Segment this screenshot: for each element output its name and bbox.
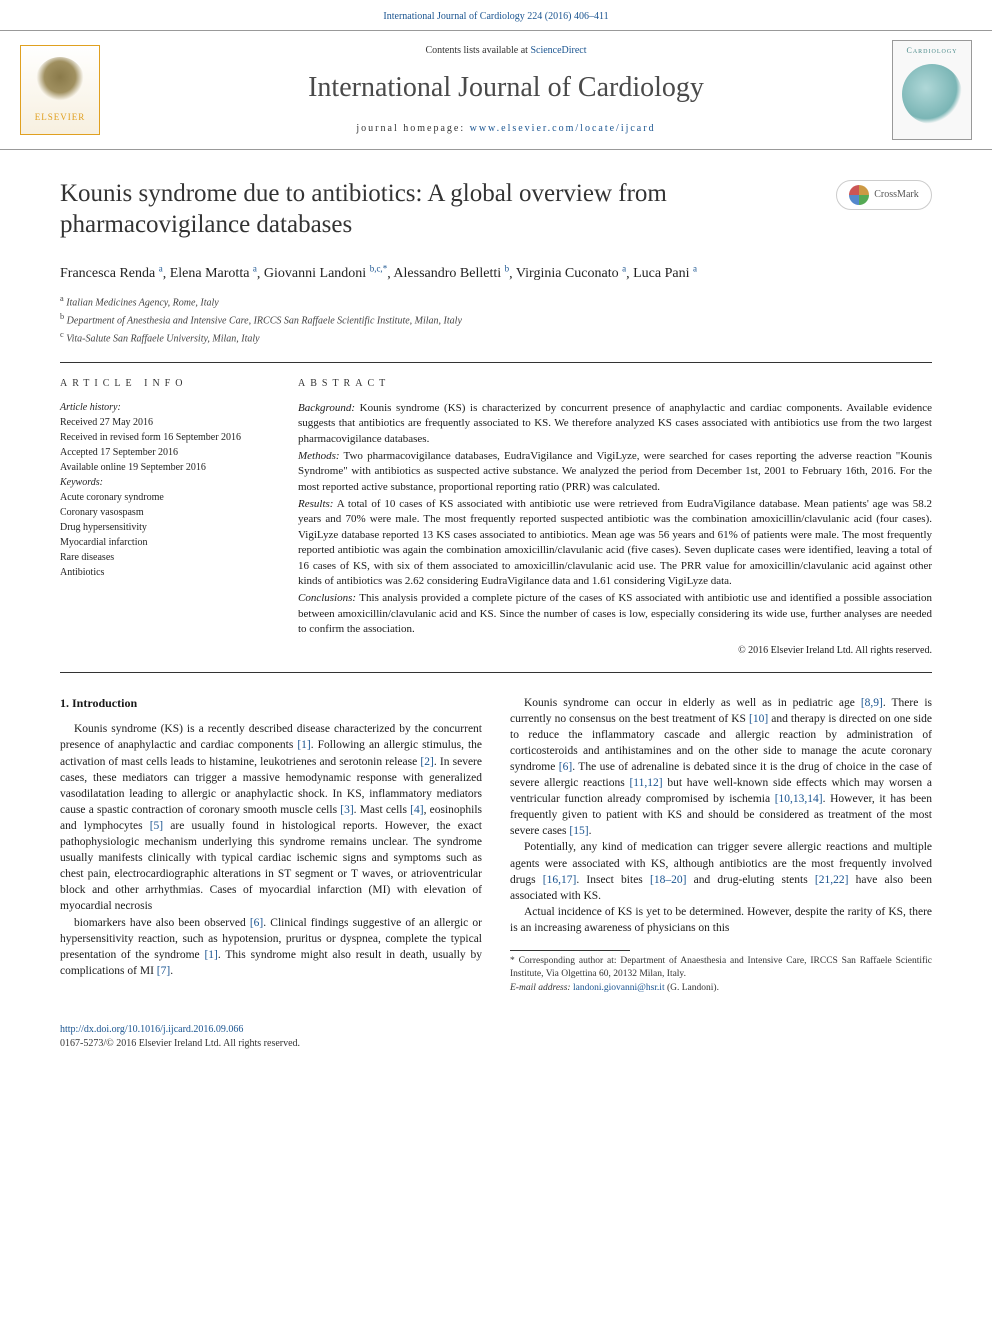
- article-title: Kounis syndrome due to antibiotics: A gl…: [60, 178, 810, 241]
- rule-bottom: [60, 672, 932, 673]
- corresponding-note: * Corresponding author at: Department of…: [510, 955, 932, 982]
- intro-paragraph: biomarkers have also been observed [6]. …: [60, 915, 482, 979]
- top-citation-link[interactable]: International Journal of Cardiology 224 …: [383, 11, 608, 22]
- affiliation-a: a Italian Medicines Agency, Rome, Italy: [60, 293, 932, 310]
- abstract-copyright: © 2016 Elsevier Ireland Ltd. All rights …: [298, 644, 932, 658]
- footer: http://dx.doi.org/10.1016/j.ijcard.2016.…: [0, 1013, 992, 1071]
- history-accepted: Accepted 17 September 2016: [60, 446, 270, 460]
- publisher-name: ELSEVIER: [35, 111, 86, 124]
- ref-link[interactable]: [5]: [150, 820, 163, 832]
- intro-paragraph: Kounis syndrome (KS) is a recently descr…: [60, 721, 482, 914]
- ref-link[interactable]: [8,9]: [861, 697, 883, 709]
- crossmark-label: CrossMark: [874, 188, 918, 202]
- author: Alessandro Belletti b: [393, 266, 509, 281]
- ref-link[interactable]: [3]: [340, 804, 353, 816]
- abstract-conclusions: Conclusions: This analysis provided a co…: [298, 591, 932, 637]
- keywords-head: Keywords:: [60, 476, 270, 490]
- ref-link[interactable]: [15]: [569, 825, 588, 837]
- crossmark-icon: [849, 185, 869, 205]
- author: Elena Marotta a: [170, 266, 257, 281]
- abstract-background: Background: Kounis syndrome (KS) is char…: [298, 401, 932, 447]
- author: Giovanni Landoni b,c,*: [264, 266, 387, 281]
- journal-cover-thumbnail: Cardiology: [892, 40, 972, 140]
- journal-name: International Journal of Cardiology: [120, 68, 892, 107]
- keyword: Acute coronary syndrome: [60, 491, 270, 505]
- body-two-columns: 1. Introduction Kounis syndrome (KS) is …: [0, 677, 992, 1013]
- author: Francesca Renda a: [60, 266, 163, 281]
- crossmark-badge[interactable]: CrossMark: [836, 180, 932, 210]
- affiliation-b: b Department of Anesthesia and Intensive…: [60, 311, 932, 328]
- history-revised: Received in revised form 16 September 20…: [60, 431, 270, 445]
- history-received: Received 27 May 2016: [60, 416, 270, 430]
- ref-link[interactable]: [1]: [297, 739, 310, 751]
- homepage-line: journal homepage: www.elsevier.com/locat…: [120, 122, 892, 136]
- sciencedirect-link[interactable]: ScienceDirect: [530, 45, 586, 56]
- intro-paragraph: Potentially, any kind of medication can …: [510, 839, 932, 903]
- intro-paragraph: Actual incidence of KS is yet to be dete…: [510, 904, 932, 936]
- publisher-logo: ELSEVIER: [20, 45, 100, 135]
- ref-link[interactable]: [1]: [204, 949, 217, 961]
- ref-link[interactable]: [6]: [559, 761, 572, 773]
- ref-link[interactable]: [10]: [749, 713, 768, 725]
- history-online: Available online 19 September 2016: [60, 461, 270, 475]
- issn-copyright: 0167-5273/© 2016 Elsevier Ireland Ltd. A…: [60, 1037, 932, 1051]
- rule-top: [60, 362, 932, 363]
- ref-link[interactable]: [11,12]: [629, 777, 662, 789]
- ref-link[interactable]: [18–20]: [650, 874, 686, 886]
- abstract-methods: Methods: Two pharmacovigilance databases…: [298, 449, 932, 495]
- ref-link[interactable]: [7]: [157, 965, 170, 977]
- abstract-column: abstract Background: Kounis syndrome (KS…: [298, 377, 932, 658]
- contents-line: Contents lists available at ScienceDirec…: [120, 44, 892, 58]
- keyword: Drug hypersensitivity: [60, 521, 270, 535]
- authors-line: Francesca Renda a, Elena Marotta a, Giov…: [0, 251, 992, 290]
- footnote-rule: [510, 950, 630, 951]
- email-link[interactable]: landoni.giovanni@hsr.it: [573, 983, 665, 993]
- author: Virginia Cuconato a: [516, 266, 626, 281]
- intro-paragraph: Kounis syndrome can occur in elderly as …: [510, 695, 932, 840]
- header-center: Contents lists available at ScienceDirec…: [120, 44, 892, 135]
- abstract-heading: abstract: [298, 377, 932, 391]
- abstract-results: Results: A total of 10 cases of KS assoc…: [298, 497, 932, 589]
- cover-title: Cardiology: [907, 45, 958, 56]
- top-citation: International Journal of Cardiology 224 …: [0, 0, 992, 30]
- keyword: Antibiotics: [60, 566, 270, 580]
- doi-link[interactable]: http://dx.doi.org/10.1016/j.ijcard.2016.…: [60, 1024, 243, 1035]
- intro-heading: 1. Introduction: [60, 695, 482, 712]
- meta-and-abstract: article info Article history: Received 2…: [0, 367, 992, 668]
- affiliation-c: c Vita-Salute San Raffaele University, M…: [60, 329, 932, 346]
- ref-link[interactable]: [4]: [410, 804, 423, 816]
- article-info-column: article info Article history: Received 2…: [60, 377, 270, 658]
- keyword: Coronary vasospasm: [60, 506, 270, 520]
- ref-link[interactable]: [6]: [250, 917, 263, 929]
- ref-link[interactable]: [10,13,14]: [775, 793, 823, 805]
- history-head: Article history:: [60, 401, 270, 415]
- keyword: Myocardial infarction: [60, 536, 270, 550]
- email-line: E-mail address: landoni.giovanni@hsr.it …: [510, 982, 932, 995]
- author: Luca Pani a: [633, 266, 697, 281]
- title-block: Kounis syndrome due to antibiotics: A gl…: [0, 150, 992, 251]
- journal-header: ELSEVIER Contents lists available at Sci…: [0, 30, 992, 150]
- cover-graphic-icon: [902, 64, 962, 124]
- footnotes: * Corresponding author at: Department of…: [510, 955, 932, 995]
- elsevier-tree-icon: [35, 57, 85, 107]
- affiliations: a Italian Medicines Agency, Rome, Italy …: [0, 290, 992, 358]
- ref-link[interactable]: [16,17]: [543, 874, 577, 886]
- homepage-link[interactable]: www.elsevier.com/locate/ijcard: [470, 123, 656, 134]
- ref-link[interactable]: [2]: [420, 756, 433, 768]
- ref-link[interactable]: [21,22]: [815, 874, 849, 886]
- keyword: Rare diseases: [60, 551, 270, 565]
- article-info-heading: article info: [60, 377, 270, 391]
